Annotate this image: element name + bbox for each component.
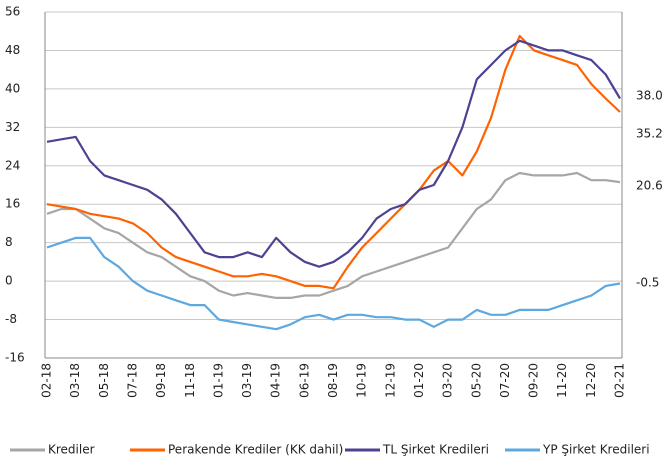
y-tick-label: 32 bbox=[5, 120, 20, 134]
x-tick-label: 03-19 bbox=[240, 363, 254, 398]
x-tick-label: 03-20 bbox=[441, 363, 455, 398]
x-tick-label: 12-20 bbox=[584, 363, 598, 398]
x-tick-label: 05-20 bbox=[469, 363, 483, 398]
series-line bbox=[46, 34, 621, 290]
x-tick-label: 01-20 bbox=[412, 363, 426, 398]
y-tick-label: 24 bbox=[5, 158, 20, 172]
x-tick-label: 12-19 bbox=[383, 363, 397, 398]
x-tick-label: 03-18 bbox=[68, 363, 82, 398]
legend-label: TL Şirket Kredileri bbox=[382, 443, 489, 457]
x-tick-label: 07-20 bbox=[498, 363, 512, 398]
end-label: 35.2 bbox=[636, 127, 663, 141]
x-tick-label: 09-20 bbox=[527, 363, 541, 398]
y-tick-label: 56 bbox=[5, 5, 20, 19]
y-tick-label: 40 bbox=[5, 81, 20, 95]
series-line bbox=[46, 171, 621, 299]
x-tick-label: 04-19 bbox=[269, 363, 283, 398]
end-label: -0.5 bbox=[636, 276, 659, 290]
series-line bbox=[46, 39, 621, 268]
x-tick-label: 10-19 bbox=[355, 363, 369, 398]
x-tick-label: 09-18 bbox=[154, 363, 168, 398]
x-tick-label: 01-19 bbox=[211, 363, 225, 398]
y-tick-label: 0 bbox=[5, 274, 13, 288]
y-tick-label: -16 bbox=[5, 351, 25, 365]
legend-label: Perakende Krediler (KK dahil) bbox=[168, 443, 343, 457]
x-tick-label: 11-20 bbox=[555, 363, 569, 398]
x-tick-label: 07-18 bbox=[125, 363, 139, 398]
x-tick-label: 02-18 bbox=[40, 363, 54, 398]
end-label: 38.0 bbox=[636, 89, 663, 103]
y-tick-label: 16 bbox=[5, 197, 20, 211]
x-tick-label: 02-21 bbox=[613, 363, 627, 398]
y-tick-label: 48 bbox=[5, 43, 20, 57]
x-tick-label: 11-18 bbox=[183, 363, 197, 398]
end-label: 20.6 bbox=[636, 179, 663, 193]
legend-label: Krediler bbox=[48, 443, 95, 457]
y-tick-label: -8 bbox=[5, 312, 17, 326]
x-tick-label: 06-19 bbox=[297, 363, 311, 398]
x-tick-label: 05-18 bbox=[97, 363, 111, 398]
y-tick-label: 8 bbox=[5, 235, 13, 249]
series-line bbox=[46, 236, 621, 331]
x-tick-label: 08-19 bbox=[326, 363, 340, 398]
legend-label: YP Şirket Kredileri bbox=[542, 443, 650, 457]
